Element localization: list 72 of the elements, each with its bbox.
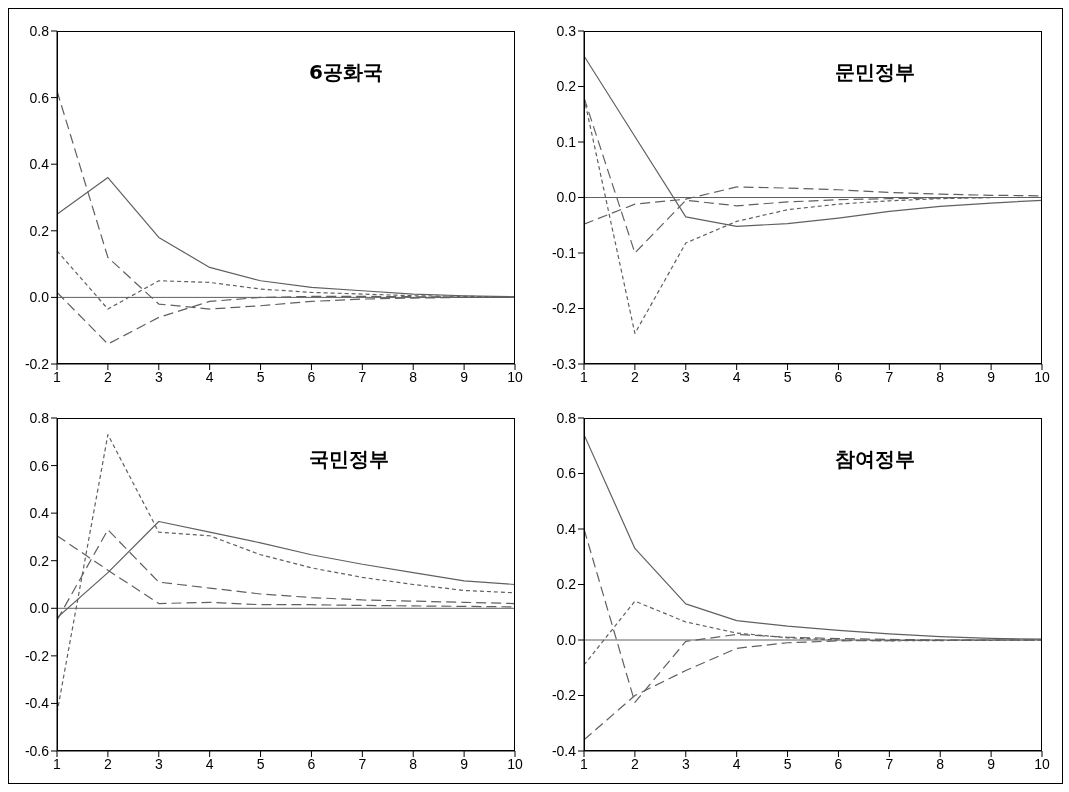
y-tick-label: 0.8 [29,409,50,426]
y-tick-label: 0.8 [29,22,50,39]
y-tick-label: -0.2 [551,687,576,704]
y-tick-label: -0.2 [551,300,576,317]
x-tick-label: 10 [507,755,523,772]
x-tick-label: 10 [1033,368,1050,385]
x-tick-label: 7 [358,755,367,772]
y-tick-label: 0.6 [29,457,50,474]
x-tick-label: 4 [205,368,214,385]
x-tick-label: 3 [154,755,163,772]
x-tick-label: 8 [409,755,418,772]
text: 참여정부 [835,446,916,473]
x-tick-label: 9 [986,368,995,385]
x-tick-label: 6 [834,368,843,385]
x-tick-label: 1 [579,368,588,385]
y-tick-label: 0.2 [29,222,50,239]
x-tick-label: 3 [154,368,163,385]
y-tick-label: 0.0 [29,289,50,306]
y-tick-label: 0.4 [29,156,50,173]
x-tick-label: 3 [681,755,690,772]
x-tick-label: 1 [579,755,588,772]
x-tick-label: 1 [53,755,62,772]
x-tick-label: 8 [409,368,418,385]
y-tick-label: -0.2 [24,355,50,372]
text: 6공화국 [308,59,383,86]
x-tick-label: 9 [460,368,469,385]
y-tick-label: 0.8 [556,409,576,426]
x-tick-label: 2 [103,368,112,385]
x-tick-label: 1 [53,368,62,385]
y-tick-label: -0.2 [24,647,50,664]
y-tick-label: 0.2 [29,552,50,569]
y-tick-label: 0.6 [29,89,50,106]
x-tick-label: 6 [834,755,843,772]
x-tick-label: 5 [256,368,265,385]
x-tick-label: 4 [732,368,741,385]
x-tick-label: 7 [884,755,893,772]
x-tick-label: 9 [986,755,995,772]
x-tick-label: 10 [1033,755,1050,772]
y-tick-label: 0.0 [556,631,576,648]
y-tick-label: 0.6 [556,465,576,482]
x-tick-label: 2 [630,755,639,772]
x-tick-label: 3 [681,368,690,385]
y-tick-label: 0.4 [556,520,576,537]
y-tick-label: 0.2 [556,78,576,95]
y-tick-label: 0.4 [29,505,50,522]
y-tick-label: -0.4 [24,695,50,712]
x-tick-label: 2 [630,368,639,385]
x-tick-label: 6 [307,755,316,772]
x-tick-label: 7 [358,368,367,385]
y-tick-label: -0.4 [551,742,576,759]
x-tick-label: 7 [884,368,893,385]
y-tick-label: 0.0 [29,600,50,617]
x-tick-label: 5 [783,368,792,385]
x-tick-label: 9 [460,755,469,772]
y-tick-label: 0.1 [556,133,576,150]
x-tick-label: 5 [783,755,792,772]
x-tick-label: 2 [103,755,112,772]
y-tick-label: 0.3 [556,22,576,39]
y-tick-label: -0.6 [24,742,50,759]
text: 문민정부 [835,59,916,86]
y-tick-label: 0.2 [556,576,576,593]
x-tick-label: 4 [732,755,741,772]
y-tick-label: -0.3 [551,355,576,372]
y-tick-label: -0.1 [551,244,576,261]
text: 국민정부 [308,446,389,473]
x-tick-label: 8 [935,755,944,772]
x-tick-label: 6 [307,368,316,385]
x-tick-label: 5 [256,755,265,772]
x-tick-label: 10 [507,368,523,385]
x-tick-label: 8 [935,368,944,385]
y-tick-label: 0.0 [556,189,576,206]
x-tick-label: 4 [205,755,214,772]
